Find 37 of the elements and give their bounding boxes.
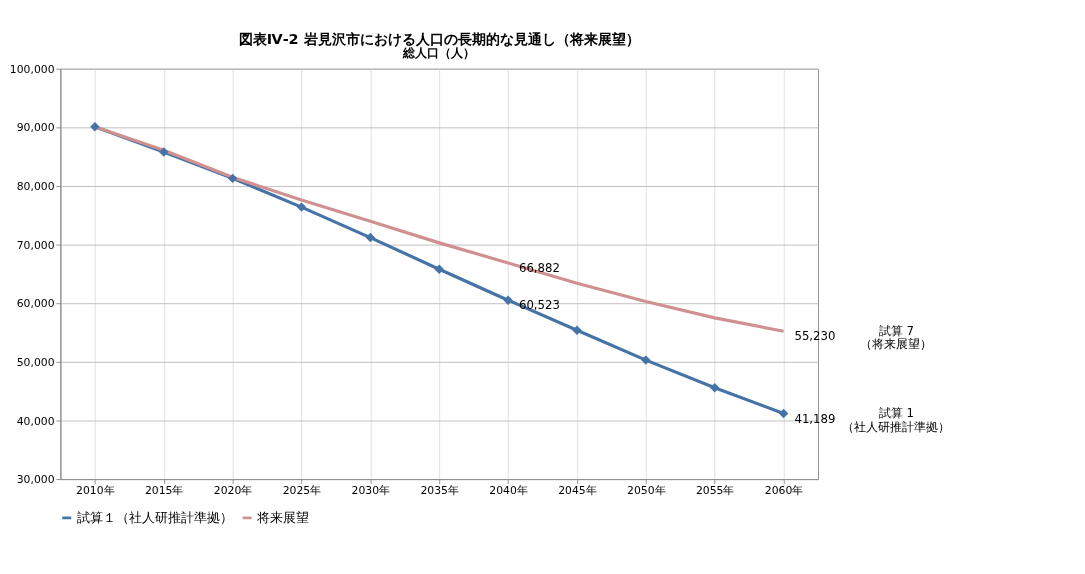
text: 試算 1 （社人研推計準拠） [842, 406, 951, 434]
legend-label: 試算１（社人研推計準拠） [76, 509, 233, 525]
y-axis-title: 総人口（人） [402, 46, 476, 61]
data-label: 60,523 [518, 298, 560, 313]
y-tick-label: 30,000 [16, 473, 55, 487]
x-tick-label: 2020年 [213, 484, 253, 498]
x-tick-label: 2030年 [351, 484, 391, 498]
x-tick-label: 2015年 [144, 484, 184, 498]
x-tick-label: 2055年 [695, 484, 735, 498]
point [434, 264, 444, 274]
point [296, 202, 307, 212]
point [778, 408, 789, 419]
y-tick-label: 50,000 [16, 355, 55, 369]
y-tick-label: 70,000 [16, 238, 55, 252]
point [227, 173, 238, 184]
x-tick-label: 2045年 [558, 484, 597, 498]
data-label: 66,882 [518, 260, 560, 275]
y-tick-label: 60,000 [16, 297, 55, 311]
x-tick-label: 2060年 [764, 484, 804, 498]
point [503, 295, 513, 305]
legend-label: 将来展望 [256, 509, 310, 525]
x-tick-label: 2010年 [76, 484, 115, 498]
data-label: 41,189 [794, 411, 836, 426]
x-tick-label: 2040年 [489, 484, 528, 498]
x-tick-label: 2050年 [627, 484, 666, 498]
y-tick-label: 100,000 [9, 62, 55, 76]
y-tick-label: 90,000 [16, 121, 55, 135]
chart-title: 図表Ⅳ-2 岩見沢市における人口の長期的な見通し（将来展望） [238, 30, 640, 47]
y-tick-label: 80,000 [16, 180, 55, 194]
point [709, 382, 720, 393]
point [90, 122, 100, 132]
x-tick-label: 2025年 [282, 484, 322, 498]
text: 試算 7 （将来展望） [860, 323, 933, 352]
point [365, 232, 376, 243]
x-tick-label: 2035年 [420, 484, 459, 498]
y-tick-label: 40,000 [16, 414, 55, 428]
data-label: 55,230 [794, 329, 836, 344]
